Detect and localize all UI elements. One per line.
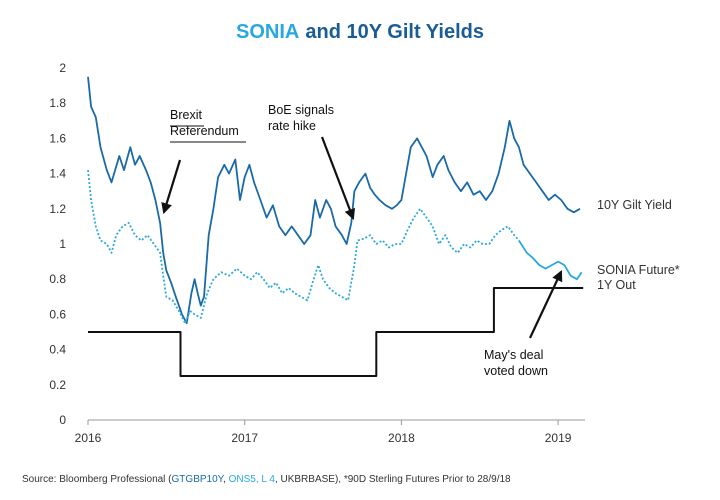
annotation: BoE signals: [268, 103, 334, 117]
y-tick-label: 0.4: [49, 343, 66, 357]
source-part: , UKBRBASE), *90D Sterling Futures Prior…: [275, 474, 511, 485]
annotation: May's deal: [484, 348, 543, 362]
x-tick-label: 2016: [75, 431, 102, 445]
source-part: GTGBP10Y: [172, 474, 225, 485]
x-tick-label: 2018: [388, 431, 415, 445]
y-tick-label: 0.8: [49, 272, 66, 286]
y-tick-label: 1: [59, 237, 66, 251]
title-part: and 10Y Gilt Yields: [305, 21, 484, 43]
title-part: SONIA: [236, 21, 299, 43]
series-line: [87, 170, 520, 325]
source-part: Source: Bloomberg Professional (: [22, 474, 172, 485]
annotation: voted down: [484, 364, 548, 378]
source-part: ,: [223, 474, 229, 485]
source-part: ONS5, L 4: [229, 474, 276, 485]
series-line: [87, 76, 581, 325]
annotation: Brexit: [170, 108, 202, 122]
annotation: rate hike: [268, 119, 316, 133]
annotation-arrow: [529, 270, 563, 339]
y-tick-label: 1.2: [49, 202, 66, 216]
annotation-arrow: [161, 159, 182, 215]
y-tick-label: 1.8: [49, 96, 66, 110]
source-note: Source: Bloomberg Professional (GTGBP10Y…: [22, 474, 511, 485]
chart-title: SONIA and 10Y Gilt Yields: [236, 21, 484, 43]
series-line: [518, 240, 583, 281]
annotation: Referendum: [170, 124, 239, 138]
series-label: 1Y Out: [597, 278, 636, 292]
y-tick-label: 0: [59, 413, 66, 427]
annotation-arrow: [320, 136, 355, 221]
y-tick-label: 0.6: [49, 307, 66, 321]
series-label: SONIA Future*: [597, 263, 680, 277]
series-line: [88, 287, 584, 377]
x-tick-label: 2017: [231, 431, 258, 445]
y-tick-label: 0.2: [49, 378, 66, 392]
y-tick-label: 2: [59, 61, 66, 75]
y-tick-label: 1.6: [49, 131, 66, 145]
series-label: 10Y Gilt Yield: [597, 198, 672, 212]
x-tick-label: 2019: [545, 431, 572, 445]
y-tick-label: 1.4: [49, 167, 66, 181]
